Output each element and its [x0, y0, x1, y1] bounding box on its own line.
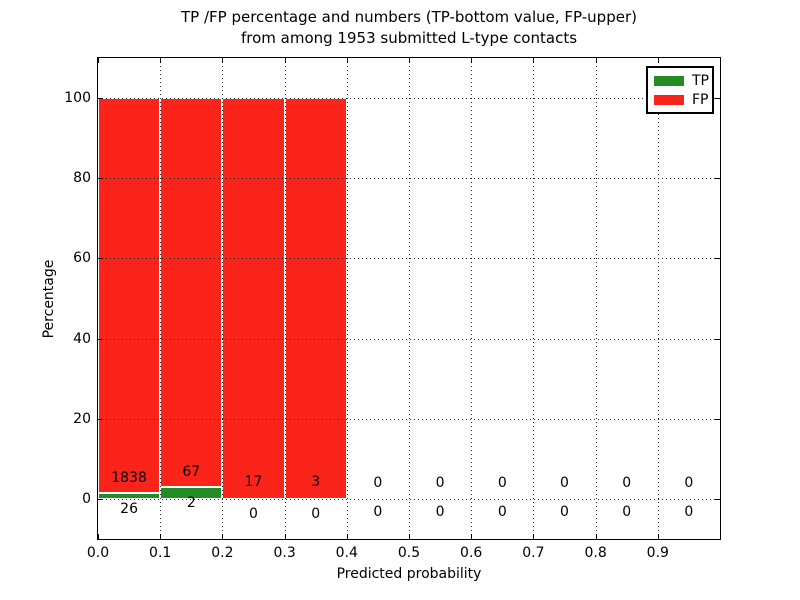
x-gridline-0.1	[160, 58, 162, 539]
fp-bar-bin2	[222, 98, 285, 499]
fp-count-bin2: 17	[244, 474, 263, 491]
y-tick-label-40: 40	[73, 330, 91, 347]
x-tick-top-0.3	[284, 58, 286, 63]
y-tick-left-0	[98, 498, 103, 500]
fp-count-bin7: 0	[560, 474, 569, 491]
chart-title-line2: from among 1953 submitted L-type contact…	[240, 29, 578, 47]
tp-bar-bin0	[98, 493, 161, 499]
y-tick-right-80	[715, 178, 720, 180]
chart-title: TP /FP percentage and numbers (TP-bottom…	[98, 7, 720, 49]
chart-title-line1: TP /FP percentage and numbers (TP-bottom…	[181, 8, 637, 26]
fp-count-bin8: 0	[622, 474, 632, 491]
tp-count-bin9: 0	[684, 504, 694, 521]
x-tick-label-0.1: 0.1	[149, 545, 172, 561]
fp-bar-bin3	[284, 98, 347, 499]
y-tick-right-20	[715, 418, 720, 420]
x-tick-top-0.4	[346, 58, 348, 63]
x-tick-top-0.1	[160, 58, 162, 63]
tp-color-swatch	[654, 75, 684, 86]
x-gridline-0.5	[409, 58, 410, 539]
tp-count-bin6: 0	[497, 504, 507, 521]
tp-count-bin0: 26	[120, 501, 139, 518]
y-tick-right-0	[715, 498, 720, 500]
x-gridline-0.3	[284, 58, 286, 539]
y-tick-label-100: 100	[64, 90, 91, 107]
y-tick-right-60	[715, 258, 720, 260]
x-gridline-0.2	[222, 58, 224, 539]
y-tick-right-100	[715, 98, 720, 100]
fp-count-bin4: 0	[373, 474, 383, 491]
legend-label-tp: TP	[692, 72, 709, 89]
tp-count-bin2: 0	[249, 506, 258, 523]
tp-count-bin1: 2	[186, 494, 196, 511]
tp-count-bin4: 0	[373, 504, 383, 521]
x-tick-top-0.6	[471, 58, 473, 63]
x-tick-top-0.9	[657, 58, 659, 63]
y-tick-label-80: 80	[73, 170, 91, 187]
x-gridline-0.4	[346, 58, 348, 539]
x-tick-top-0.8	[595, 58, 597, 63]
x-tick-label-0.6: 0.6	[460, 545, 483, 561]
y-tick-left-80	[98, 178, 103, 180]
x-tick-bottom-0.7	[533, 534, 535, 539]
y-tick-left-100	[98, 98, 103, 100]
fp-count-bin0: 1838	[111, 470, 147, 487]
legend-entry-fp: FP	[654, 91, 709, 108]
x-tick-label-0.7: 0.7	[522, 545, 545, 561]
x-tick-bottom-0.8	[595, 534, 597, 539]
x-tick-top-0.2	[222, 58, 224, 63]
fp-count-bin6: 0	[497, 474, 507, 491]
x-axis-label: Predicted probability	[336, 566, 482, 582]
y-tick-left-40	[98, 338, 103, 340]
x-tick-top-0	[98, 58, 99, 63]
y-tick-right-40	[715, 338, 720, 340]
tp-count-bin8: 0	[622, 504, 632, 521]
tp-count-bin3: 0	[311, 506, 321, 523]
x-tick-bottom-0	[98, 534, 99, 539]
x-tick-top-0.7	[533, 58, 535, 63]
plot-area: 1838 26 67 2 17 0 3 0 0 0 0 0 0 0 0 0 0 0 0 0	[97, 57, 721, 540]
legend-label-fp: FP	[692, 91, 709, 108]
x-tick-bottom-0.3	[284, 534, 286, 539]
x-tick-bottom-0.9	[657, 534, 659, 539]
x-tick-bottom-0.1	[160, 534, 162, 539]
fp-count-bin5: 0	[435, 474, 445, 491]
fp-color-swatch	[654, 94, 684, 105]
x-tick-label-0.9: 0.9	[646, 545, 669, 561]
tp-count-bin5: 0	[435, 504, 445, 521]
fp-count-bin9: 0	[684, 474, 694, 491]
x-tick-bottom-0.6	[471, 534, 473, 539]
x-tick-top-0.5	[409, 58, 410, 63]
y-tick-label-0: 0	[82, 490, 91, 507]
y-tick-left-20	[98, 418, 103, 420]
x-gridline-0.9	[657, 58, 659, 539]
x-tick-label-0.4: 0.4	[335, 545, 358, 561]
y-tick-left-60	[98, 258, 103, 260]
fp-bar-bin0	[98, 98, 161, 494]
x-tick-label-0.2: 0.2	[211, 545, 234, 561]
x-gridline-0.8	[595, 58, 597, 539]
fp-bar-bin1	[160, 98, 223, 488]
fp-count-bin1: 67	[182, 463, 201, 480]
tp-count-bin7: 0	[560, 504, 569, 521]
legend-entry-tp: TP	[654, 72, 709, 89]
x-tick-bottom-0.2	[222, 534, 224, 539]
x-gridline-0.6	[471, 58, 473, 539]
x-tick-label-0.8: 0.8	[584, 545, 607, 561]
x-gridline-0.7	[533, 58, 535, 539]
legend: TP FP	[646, 66, 714, 114]
y-tick-label-60: 60	[73, 250, 91, 267]
x-tick-bottom-0.5	[409, 534, 410, 539]
x-tick-bottom-0.4	[346, 534, 348, 539]
y-axis-label: Percentage	[41, 259, 57, 339]
x-tick-label-0.3: 0.3	[273, 545, 296, 561]
x-tick-label-0.0: 0.0	[86, 545, 110, 561]
y-tick-label-20: 20	[73, 410, 91, 427]
fp-count-bin3: 3	[311, 474, 321, 491]
x-tick-label-0.5: 0.5	[397, 545, 421, 561]
